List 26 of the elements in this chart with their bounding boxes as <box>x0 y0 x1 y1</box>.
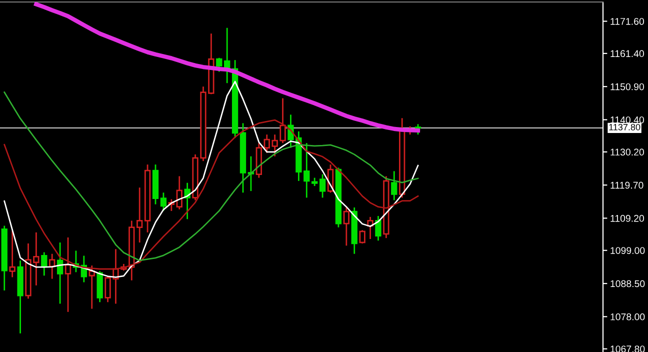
ref-line-label: 1137.80 <box>609 124 640 130</box>
y-tick-label: 1078.00 <box>610 313 645 320</box>
y-tick-label: 1067.80 <box>610 346 645 352</box>
line-series <box>34 2 420 133</box>
candlestick <box>64 236 72 313</box>
candlestick <box>359 229 366 244</box>
candlestick <box>136 186 143 244</box>
y-tick-label: 1150.90 <box>610 83 644 90</box>
candlestick <box>216 57 222 72</box>
candlestick <box>9 230 16 278</box>
y-tick-label: 1119.70 <box>610 182 644 189</box>
candlestick <box>375 215 382 242</box>
candlestick <box>88 264 95 310</box>
candlestick <box>391 170 398 201</box>
y-tick-label: 1099.00 <box>610 247 645 254</box>
y-tick-label: 1171.60 <box>610 18 644 25</box>
candlestick <box>41 252 48 276</box>
candlestick <box>343 206 350 246</box>
candlestick <box>160 192 167 212</box>
y-tick-label: 1161.40 <box>610 50 644 58</box>
y-tick-label: 1109.20 <box>610 214 644 222</box>
candlestick <box>176 176 182 210</box>
candlestick <box>184 182 190 220</box>
candlestick <box>319 174 326 198</box>
y-tick-label: 1130.20 <box>610 148 644 156</box>
y-tick-label: 1088.50 <box>610 280 645 288</box>
